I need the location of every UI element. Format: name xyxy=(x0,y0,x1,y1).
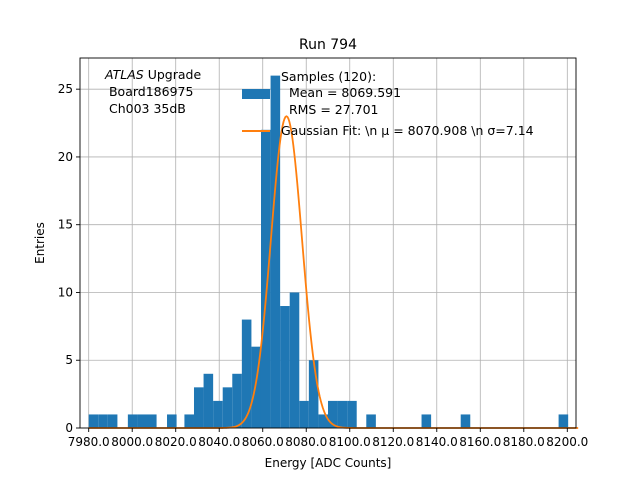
histogram-bar xyxy=(308,360,319,428)
histogram-bar xyxy=(241,319,252,428)
histogram-bar xyxy=(98,414,108,428)
x-axis-label: Energy [ADC Counts] xyxy=(265,456,392,470)
histogram-bar xyxy=(251,346,261,428)
y-tick-label: 10 xyxy=(58,285,73,299)
chart-title: Run 794 xyxy=(299,37,357,53)
histogram-bar xyxy=(337,400,348,428)
y-tick-label: 15 xyxy=(58,218,73,232)
histogram-bar xyxy=(328,400,338,428)
histogram-bar xyxy=(222,387,233,428)
histogram-bar xyxy=(460,414,471,428)
histogram-bar xyxy=(270,75,281,428)
x-tick-label: 8140.0 xyxy=(416,435,458,449)
grid-lines xyxy=(80,58,576,429)
legend: Samples (120): Mean = 8069.591 RMS = 27.… xyxy=(242,69,534,138)
annotation-atlas: ATLAS xyxy=(104,67,144,82)
histogram-bar xyxy=(289,292,300,428)
legend-mean-line: Mean = 8069.591 xyxy=(281,85,401,100)
histogram-bar xyxy=(347,400,357,428)
histogram-bar xyxy=(318,414,328,428)
histogram-bar xyxy=(147,414,157,428)
histogram-bar xyxy=(280,306,290,428)
x-tick-label: 8160.0 xyxy=(459,435,501,449)
histogram-bar xyxy=(299,400,309,428)
axes-frame xyxy=(79,57,577,429)
atlas-annotation: ATLAS Upgrade Board186975 Ch003 35dB xyxy=(104,67,201,116)
legend-rms-line: RMS = 27.701 xyxy=(281,102,379,117)
y-axis-ticks: 0 5 10 15 20 25 xyxy=(58,82,80,435)
x-tick-label: 8100.0 xyxy=(329,435,371,449)
legend-samples-line: Samples (120): xyxy=(281,69,376,84)
x-tick-label: 8000.0 xyxy=(111,435,153,449)
histogram-bar xyxy=(107,414,118,428)
histogram-bar xyxy=(232,373,242,428)
annotation-channel: Ch003 35dB xyxy=(105,101,186,116)
histogram-bars xyxy=(88,75,569,429)
histogram-bar xyxy=(127,414,138,428)
histogram-bar xyxy=(421,414,432,428)
x-tick-label: 8040.0 xyxy=(198,435,240,449)
x-tick-label: 8120.0 xyxy=(372,435,414,449)
y-axis-label: Entries xyxy=(33,222,47,264)
histogram-bar xyxy=(366,414,376,428)
histogram-bar xyxy=(213,400,223,428)
histogram-bar xyxy=(193,387,204,428)
histogram-bar xyxy=(137,414,148,428)
histogram-bar xyxy=(167,414,177,428)
histogram-bar xyxy=(558,414,569,428)
y-tick-label: 0 xyxy=(65,421,73,435)
x-tick-label: 8080.0 xyxy=(285,435,327,449)
x-tick-label: 8180.0 xyxy=(503,435,545,449)
x-tick-label: 8200.0 xyxy=(546,435,588,449)
annotation-board: Board186975 xyxy=(105,84,193,99)
annotation-line1: ATLAS Upgrade xyxy=(104,67,201,82)
histogram-bar xyxy=(203,373,214,428)
y-tick-label: 20 xyxy=(58,150,73,164)
histogram-bar xyxy=(88,414,99,428)
annotation-upgrade: Upgrade xyxy=(144,67,202,82)
x-tick-label: 8020.0 xyxy=(155,435,197,449)
histogram-bar xyxy=(260,129,271,429)
legend-histogram-swatch xyxy=(242,89,270,99)
histogram-bar xyxy=(184,414,194,428)
y-tick-label: 5 xyxy=(65,353,73,367)
x-tick-label: 8060.0 xyxy=(242,435,284,449)
legend-fit-label: Gaussian Fit: \n μ = 8070.908 \n σ=7.14 xyxy=(281,123,534,138)
y-tick-label: 25 xyxy=(58,82,73,96)
x-tick-label: 7980.0 xyxy=(68,435,110,449)
x-axis-ticks: 7980.0 8000.0 8020.0 8040.0 8060.0 8080.0 8100… xyxy=(68,428,588,449)
